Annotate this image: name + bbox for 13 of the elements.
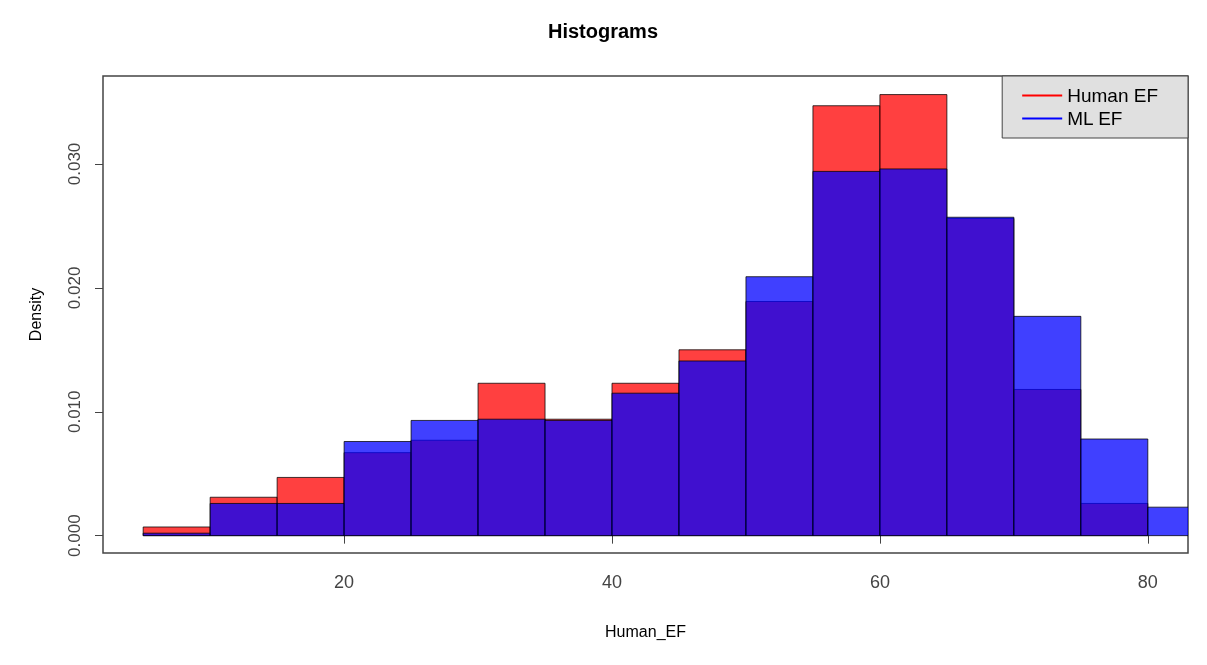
y-tick-label: 0.010 bbox=[65, 390, 84, 434]
x-tick-label: 80 bbox=[1137, 572, 1158, 592]
x-tick-label: 60 bbox=[869, 572, 890, 592]
y-tick-label: 0.020 bbox=[65, 266, 84, 310]
y-axis-title: Density bbox=[26, 287, 44, 342]
y-tick-label: 0.030 bbox=[65, 142, 84, 186]
chart-title: Histograms bbox=[547, 20, 659, 42]
x-tick-label: 40 bbox=[602, 572, 623, 592]
y-tick-label: 0.000 bbox=[65, 514, 84, 557]
legend-label: Human EF bbox=[1067, 85, 1159, 106]
legend-label: ML EF bbox=[1067, 108, 1123, 129]
x-tick-label: 20 bbox=[334, 572, 355, 592]
x-axis-title: Human_EF bbox=[605, 622, 687, 641]
